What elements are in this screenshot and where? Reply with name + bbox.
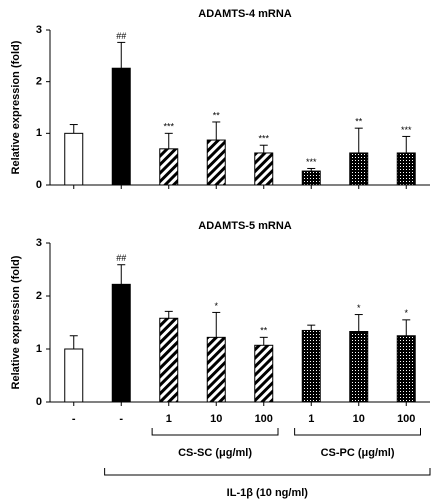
bar: [349, 331, 369, 403]
y-tick-label: 3: [36, 24, 42, 36]
y-tick-label: 3: [36, 237, 42, 249]
chart-title: ADAMTS-5 mRNA: [198, 220, 292, 232]
y-tick-label: 1: [36, 343, 42, 355]
y-tick-label: 0: [36, 396, 42, 408]
x-tick-label: -: [72, 413, 76, 425]
group-label: CS-SC (μg/ml): [178, 447, 252, 459]
significance-label: **: [355, 117, 363, 127]
group-bracket: [294, 428, 421, 436]
y-tick-label: 2: [36, 76, 42, 88]
bar: [111, 67, 131, 186]
y-tick-label: 1: [36, 127, 42, 139]
significance-label: ***: [306, 157, 317, 167]
group-label: CS-PC (μg/ml): [321, 447, 395, 459]
x-tick-label: 100: [397, 413, 415, 425]
x-tick-label: 100: [255, 413, 273, 425]
significance-label: *: [214, 301, 218, 311]
significance-label: ***: [258, 134, 269, 144]
y-tick-label: 0: [36, 179, 42, 191]
x-tick-label: 10: [353, 413, 365, 425]
significance-label: *: [357, 303, 361, 313]
y-axis-label: Relative expression (fold): [10, 40, 22, 174]
bar: [254, 344, 274, 403]
significance-label: ***: [401, 125, 412, 135]
significance-label: *: [404, 308, 408, 318]
y-axis-label: Relative expression (fold): [10, 255, 22, 389]
significance-label: ##: [116, 253, 126, 263]
bar: [396, 152, 416, 186]
bar: [206, 336, 226, 403]
x-tick-label: 1: [308, 413, 314, 425]
y-tick-label: 2: [36, 290, 42, 302]
significance-label: ***: [163, 122, 174, 132]
x-tick-label: -: [119, 413, 123, 425]
bar: [159, 148, 179, 186]
bar: [159, 317, 179, 403]
bar: [301, 170, 321, 186]
bar: [254, 152, 274, 186]
bar: [349, 152, 369, 186]
significance-label: **: [260, 326, 268, 336]
chart-title: ADAMTS-4 mRNA: [198, 8, 292, 20]
bar: [64, 348, 84, 403]
bar: [64, 132, 84, 186]
bar: [111, 283, 131, 403]
bar: [206, 139, 226, 186]
group-bracket: [151, 428, 279, 436]
significance-label: ##: [116, 31, 126, 41]
bar: [396, 335, 416, 403]
x-tick-label: 1: [166, 413, 172, 425]
group-label: IL-1β (10 ng/ml): [227, 487, 309, 499]
group-bracket: [104, 468, 431, 476]
significance-label: **: [213, 110, 221, 120]
x-tick-label: 10: [210, 413, 222, 425]
bar: [301, 329, 321, 403]
